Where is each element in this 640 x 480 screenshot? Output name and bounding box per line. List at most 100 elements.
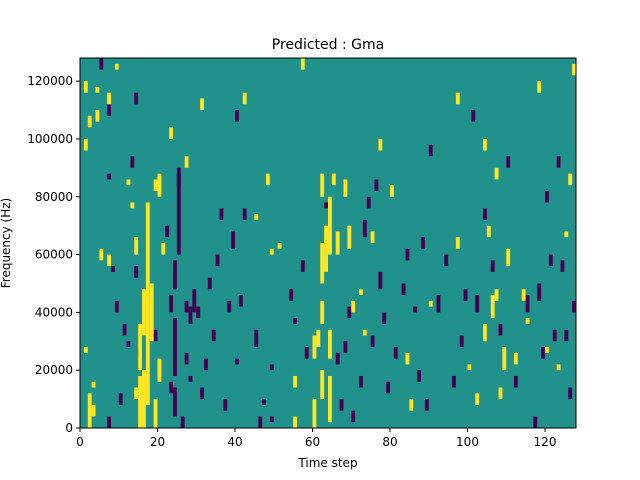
- x-tick-label-3: 60: [305, 435, 320, 449]
- heatmap-cell-high-0: [87, 393, 92, 428]
- heatmap-cell-low-50: [300, 260, 305, 272]
- y-axis: 0 20000 40000 60000 80000 100000 120000: [27, 74, 80, 435]
- heatmap-cell-low-64: [382, 312, 387, 324]
- heatmap-cell-low-85: [514, 375, 518, 388]
- heatmap-cell-high-69: [486, 225, 491, 238]
- heatmap-cell-low-18: [173, 318, 177, 376]
- heatmap-cell-low-74: [436, 295, 441, 313]
- heatmap-cell-high-19: [142, 370, 146, 428]
- heatmap-cell-low-14: [165, 225, 170, 238]
- heatmap-cell-low-54: [339, 399, 344, 411]
- heatmap-cell-low-77: [459, 335, 464, 348]
- heatmap-cell-high-3: [83, 347, 88, 353]
- heatmap-cell-low-11: [134, 92, 139, 105]
- heatmap-cell-high-12: [114, 63, 119, 70]
- y-tick-label-3: 60000: [35, 248, 73, 262]
- heatmap-cell-high-33: [266, 173, 270, 186]
- heatmap-cell-low-86: [525, 295, 530, 313]
- heatmap-cells: [83, 58, 577, 428]
- y-tick-label-4: 80000: [35, 190, 73, 204]
- heatmap-cell-low-19: [173, 260, 177, 290]
- heatmap-cell-high-56: [362, 329, 367, 336]
- x-tick-label-6: 120: [534, 435, 557, 449]
- heatmap-cell-high-27: [161, 243, 166, 255]
- heatmap-cell-high-59: [390, 185, 394, 197]
- heatmap-cell-high-74: [502, 347, 507, 371]
- heatmap-cell-low-51: [304, 347, 309, 359]
- heatmap-cell-high-41: [316, 329, 321, 348]
- heatmap-cell-low-17: [173, 387, 177, 417]
- heatmap-cell-low-13: [153, 329, 158, 342]
- heatmap-cell-high-28: [169, 127, 174, 139]
- heatmap-cell-low-47: [269, 364, 274, 371]
- heatmap-cell-low-28: [192, 289, 197, 313]
- heatmap-cell-low-57: [351, 410, 356, 423]
- heatmap-cell-low-83: [498, 323, 503, 336]
- heatmap-cell-high-80: [545, 347, 549, 353]
- x-tick-label-1: 20: [150, 435, 165, 449]
- x-tick-label-5: 100: [456, 435, 479, 449]
- heatmap-cell-high-25: [157, 358, 162, 382]
- heatmap-cell-low-58: [359, 375, 363, 388]
- heatmap-cell-high-35: [277, 243, 282, 249]
- y-tick-label-2: 40000: [35, 305, 73, 319]
- heatmap-cell-high-6: [95, 110, 100, 122]
- heatmap-cell-high-68: [483, 138, 487, 151]
- heatmap-cell-low-10: [134, 266, 139, 278]
- heatmap-cell-low-61: [370, 335, 375, 348]
- heatmap-cell-low-42: [242, 208, 247, 220]
- heatmap-cell-high-46: [324, 225, 329, 272]
- heatmap-cell-low-63: [378, 271, 383, 290]
- heatmap-cell-high-49: [328, 329, 332, 359]
- heatmap-cell-low-60: [366, 196, 371, 209]
- heatmap-cell-low-67: [401, 283, 406, 296]
- heatmap-cell-low-8: [126, 341, 131, 348]
- heatmap-cell-low-70: [417, 370, 422, 382]
- x-tick-label-0: 0: [76, 435, 84, 449]
- heatmap-plot-area: [79, 57, 577, 429]
- heatmap-cell-high-45: [320, 243, 325, 284]
- heatmap-cell-low-1: [107, 416, 112, 428]
- heatmap-cell-high-78: [525, 318, 530, 324]
- heatmap-cell-high-48: [328, 375, 332, 423]
- heatmap-cell-low-89: [541, 347, 546, 359]
- heatmap-cell-high-5: [87, 115, 92, 128]
- y-tick-label-1: 20000: [35, 363, 73, 377]
- heatmap-cell-high-65: [467, 364, 472, 371]
- heatmap-cell-low-29: [196, 306, 201, 319]
- heatmap-cell-low-90: [545, 190, 549, 203]
- x-tick-label-2: 40: [227, 435, 242, 449]
- heatmap-cell-low-15: [169, 381, 174, 394]
- heatmap-cell-low-66: [393, 347, 398, 359]
- heatmap-cell-low-40: [235, 110, 239, 122]
- x-axis: 0 20 40 60 80 100 120: [76, 428, 556, 449]
- heatmap-cell-low-9: [130, 156, 135, 168]
- heatmap-cell-high-37: [293, 375, 298, 388]
- heatmap-cell-high-10: [107, 254, 112, 267]
- heatmap-cell-low-78: [463, 289, 468, 301]
- heatmap-cell-low-21: [176, 173, 181, 203]
- heatmap-cell-high-71: [494, 289, 499, 301]
- heatmap-cell-low-24: [184, 352, 189, 365]
- heatmap-cell-high-36: [293, 416, 298, 428]
- heatmap-cell-high-13: [126, 179, 131, 186]
- heatmap-cell-high-83: [568, 173, 573, 186]
- heatmap-cell-low-35: [219, 208, 224, 220]
- heatmap-cell-low-33: [211, 329, 216, 342]
- heatmap-cell-high-55: [359, 289, 363, 296]
- heatmap-cell-low-55: [343, 341, 348, 353]
- heatmap-cell-high-31: [242, 92, 247, 105]
- heatmap-cell-low-36: [223, 399, 228, 411]
- heatmap-cell-low-34: [215, 254, 220, 267]
- heatmap-cell-high-30: [200, 98, 205, 111]
- heatmap-cell-high-24: [153, 179, 158, 191]
- heatmap-cell-low-59: [362, 219, 367, 238]
- y-tick-label-0: 0: [65, 421, 73, 435]
- heatmap-cell-low-97: [572, 300, 577, 313]
- heatmap-cell-low-56: [347, 306, 352, 319]
- heatmap-cell-low-96: [568, 387, 573, 400]
- heatmap-cell-high-81: [556, 364, 561, 371]
- heatmap-cell-high-11: [107, 92, 112, 105]
- heatmap-cell-low-88: [537, 283, 542, 301]
